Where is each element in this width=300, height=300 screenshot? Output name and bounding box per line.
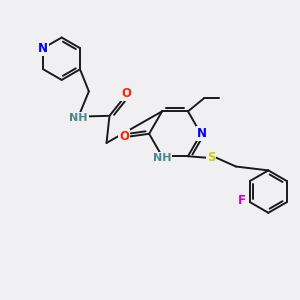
Text: N: N: [38, 42, 48, 55]
Text: S: S: [207, 151, 215, 164]
Text: O: O: [121, 87, 131, 100]
Text: F: F: [238, 194, 246, 207]
Text: N: N: [196, 127, 206, 140]
Text: NH: NH: [153, 153, 171, 163]
Text: NH: NH: [69, 113, 88, 123]
Text: O: O: [119, 130, 129, 143]
